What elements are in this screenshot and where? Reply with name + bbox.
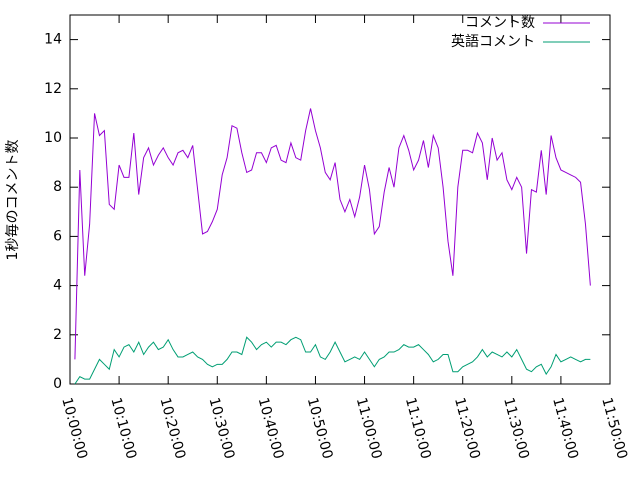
series-line	[74, 108, 591, 360]
legend-label: コメント数	[465, 15, 535, 31]
y-tick-label: 4	[53, 278, 62, 294]
legend-label: 英語コメント	[451, 33, 535, 50]
y-tick-label: 12	[44, 81, 62, 97]
y-axis-label: 1秒毎のコメント数	[5, 140, 21, 261]
y-tick-label: 8	[53, 179, 62, 195]
plot-border	[69, 14, 611, 385]
y-tick-label: 2	[53, 327, 62, 343]
series-line	[74, 336, 591, 385]
y-tick-label: 10	[44, 130, 62, 146]
y-tick-label: 6	[53, 228, 62, 244]
y-tick-label: 0	[53, 376, 62, 392]
y-tick-label: 14	[44, 32, 62, 48]
